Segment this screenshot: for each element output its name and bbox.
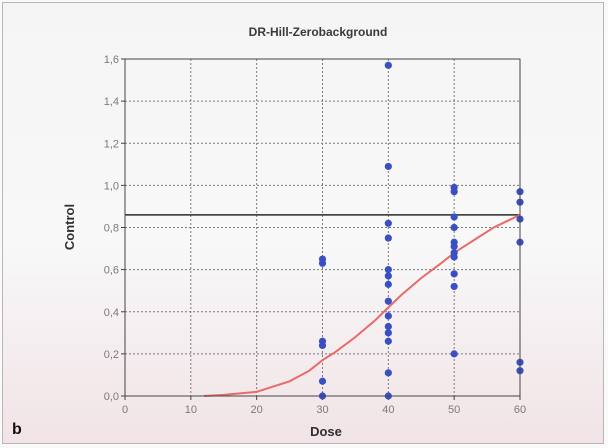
data-point [450, 188, 458, 196]
x-tick-label: 50 [448, 404, 460, 416]
data-point [450, 253, 458, 261]
data-point [384, 61, 392, 69]
y-tick-label: 1,2 [104, 138, 119, 150]
y-axis-label: Control [62, 204, 77, 250]
panel-letter: b [12, 421, 22, 438]
data-point [384, 329, 392, 337]
y-tick-label: 1,4 [104, 96, 119, 108]
data-point [384, 234, 392, 242]
y-tick-label: 0,6 [104, 265, 119, 277]
tick-labels-layer: 0 10 20 30 40 50 60 0,0 0,2 0,4 0,6 0,8 1,0 1,2 1,4 1,6 [104, 54, 526, 416]
chart-title: DR-Hill-Zerobackground [249, 25, 388, 39]
y-tick-label: 1,0 [104, 180, 119, 192]
data-point [384, 266, 392, 274]
data-point [384, 337, 392, 345]
data-point [384, 272, 392, 280]
data-point [450, 270, 458, 278]
data-point [384, 369, 392, 377]
x-tick-label: 30 [316, 404, 328, 416]
data-point [384, 280, 392, 288]
data-point [450, 213, 458, 221]
data-point [318, 341, 327, 350]
y-tick-label: 0,8 [104, 223, 119, 235]
data-point [384, 322, 392, 331]
grid-layer [121, 58, 521, 400]
fit-curve-layer [203, 213, 521, 397]
data-point [450, 242, 458, 251]
data-point [318, 259, 327, 267]
x-axis-label: Dose [310, 424, 342, 439]
x-tick-label: 20 [251, 404, 263, 416]
hill-fit-curve [203, 213, 521, 397]
data-point [384, 312, 392, 320]
y-tick-label: 0,2 [104, 349, 119, 361]
y-tick-label: 0,4 [104, 307, 119, 319]
data-point [450, 223, 458, 232]
y-tick-label: 1,6 [104, 54, 119, 66]
x-tick-label: 40 [382, 404, 394, 416]
data-point [450, 350, 458, 358]
data-point [318, 377, 327, 385]
x-tick-label: 0 [122, 404, 128, 416]
x-tick-label: 10 [185, 404, 197, 416]
plot-border [124, 58, 521, 397]
data-point [450, 282, 458, 291]
y-tick-label: 0,0 [104, 391, 119, 403]
x-tick-label: 60 [514, 404, 526, 416]
data-points-layer [318, 61, 524, 400]
data-point [384, 219, 392, 227]
data-point [384, 162, 392, 171]
data-point [384, 297, 392, 305]
